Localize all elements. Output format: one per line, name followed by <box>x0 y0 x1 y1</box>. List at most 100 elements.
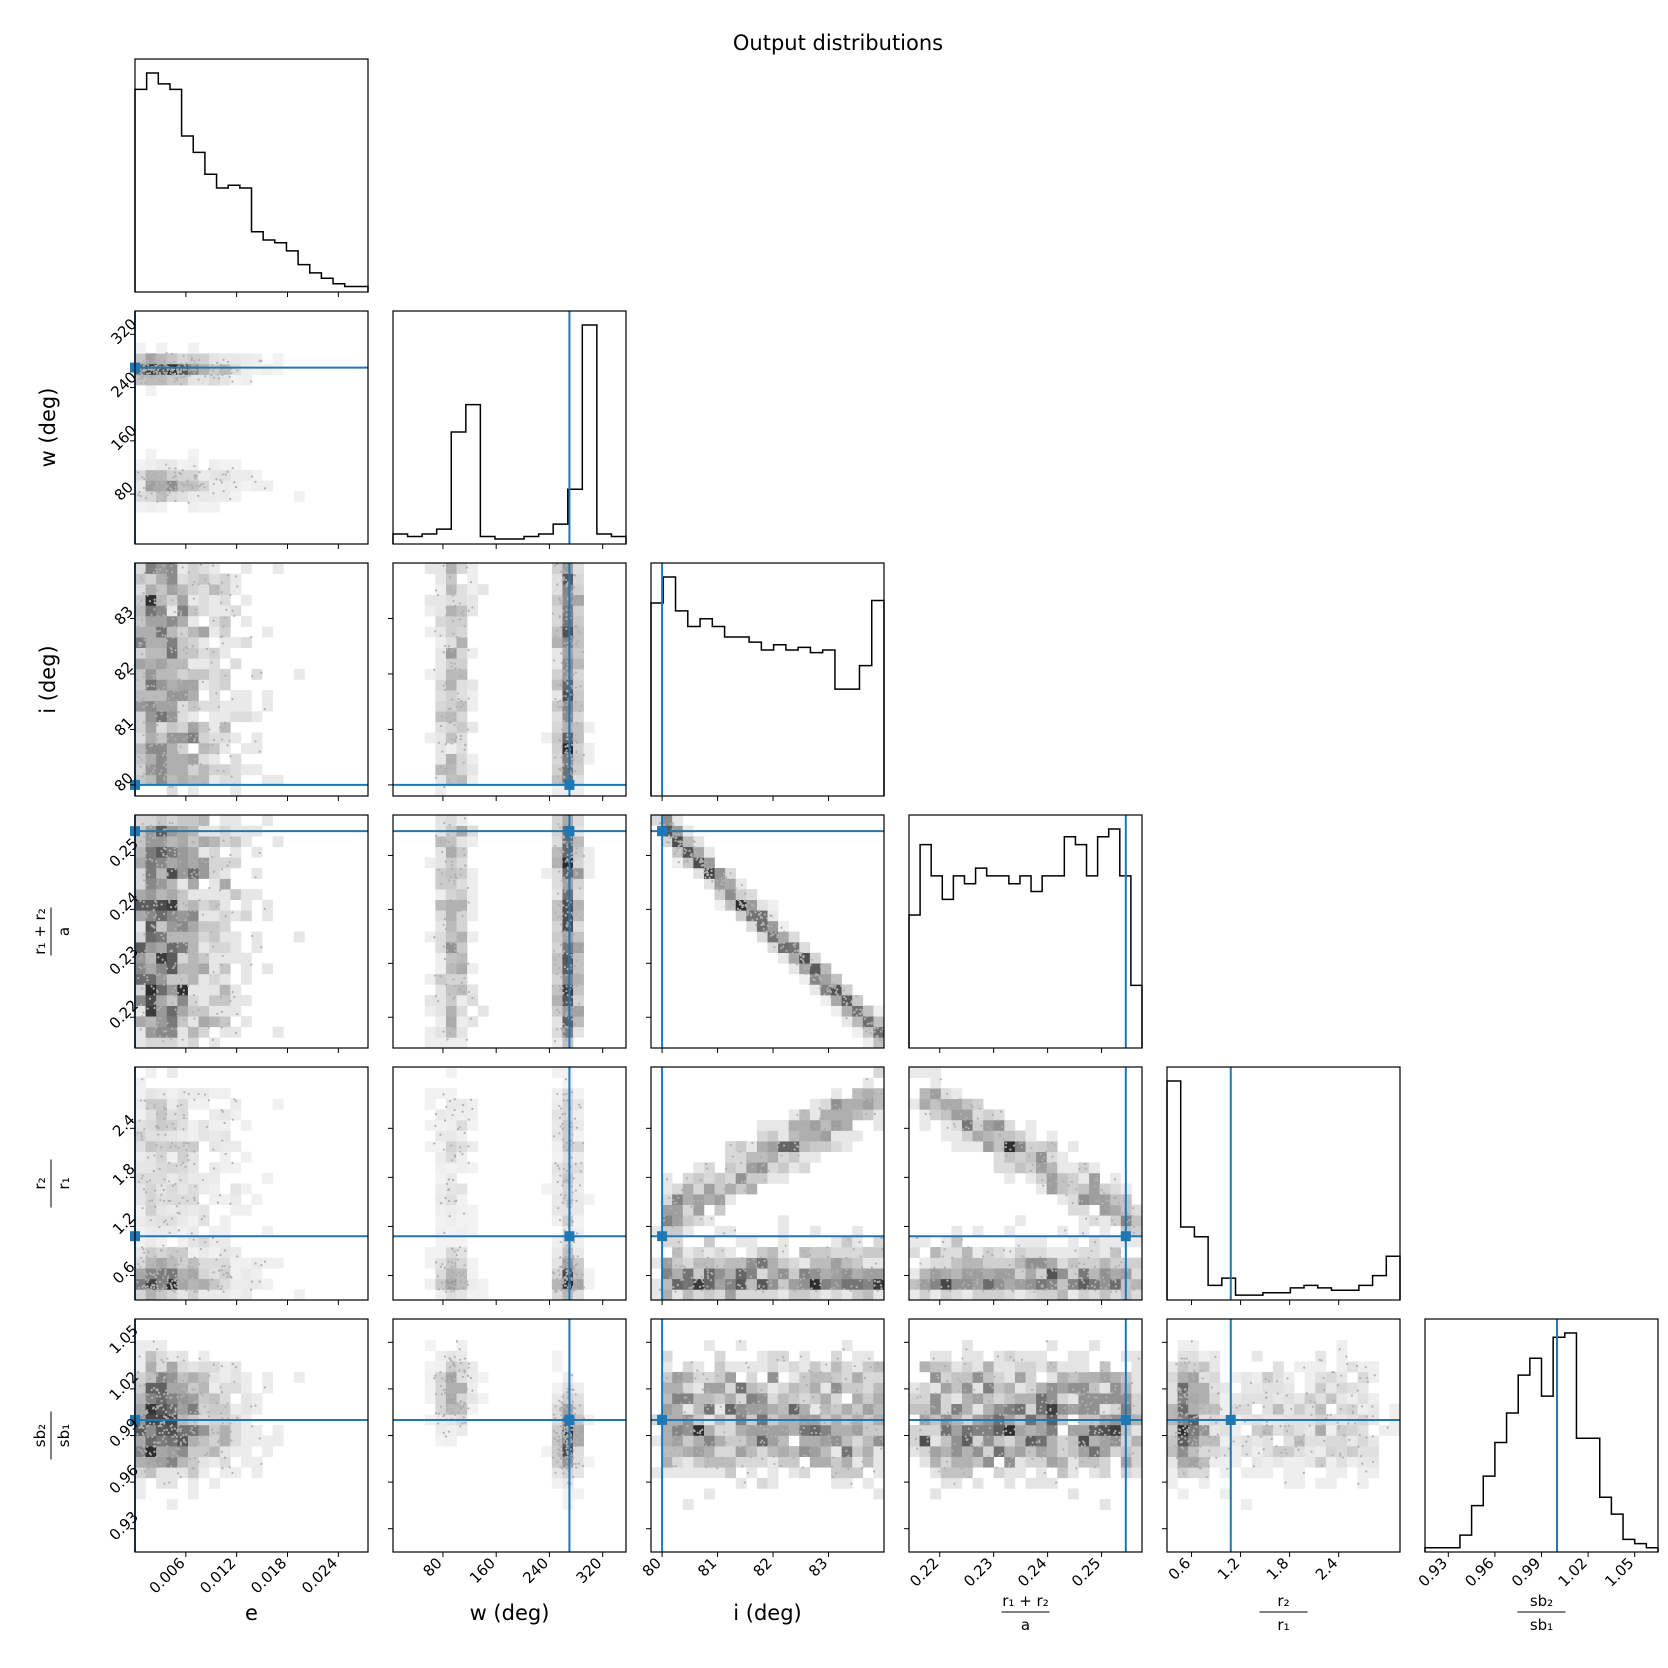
scatter-point <box>169 647 172 650</box>
density-cell <box>240 374 252 386</box>
density-cell <box>198 910 210 922</box>
scatter-point <box>154 972 157 976</box>
density-cell <box>809 1257 821 1269</box>
scatter-point <box>448 823 451 826</box>
scatter-point <box>166 576 169 579</box>
density-cell <box>209 952 221 964</box>
density-cell <box>651 1257 662 1269</box>
density-cell <box>219 721 231 733</box>
density-cell <box>198 1424 210 1436</box>
density-cell <box>272 1257 284 1269</box>
scatter-point <box>572 693 575 696</box>
scatter-point <box>204 767 207 770</box>
density-cell <box>703 1236 715 1248</box>
density-cell <box>145 1141 157 1153</box>
scatter-point <box>849 1006 852 1009</box>
scatter-point <box>137 471 140 474</box>
density-cell <box>156 1016 168 1028</box>
scatter-point <box>675 833 678 836</box>
scatter-point <box>565 974 568 977</box>
density-cell <box>551 615 563 627</box>
scatter-point <box>878 1038 881 1041</box>
density-cell <box>240 952 252 964</box>
scatter-point <box>452 1276 455 1279</box>
scatter-point <box>157 917 161 921</box>
density-cell <box>135 1183 146 1195</box>
density-cell <box>445 668 457 680</box>
density-cell <box>467 867 479 879</box>
density-cell <box>445 878 457 890</box>
density-cell <box>240 480 252 492</box>
scatter-point <box>563 836 566 839</box>
scatter-point <box>863 1269 866 1272</box>
density-cell <box>831 1236 842 1248</box>
scatter-point <box>216 1201 219 1204</box>
scatter-point <box>191 369 194 372</box>
scatter-point <box>861 1008 864 1012</box>
density-cell <box>456 1162 468 1174</box>
scatter-point <box>158 822 161 825</box>
scatter-point <box>194 758 197 761</box>
panel-frame <box>392 310 627 545</box>
scatter-point <box>1094 1185 1097 1188</box>
scatter-point <box>802 1132 805 1135</box>
scatter-point <box>145 915 148 918</box>
scatter-point <box>163 1257 166 1260</box>
density-cell <box>198 1088 210 1100</box>
density-cell <box>209 1477 221 1489</box>
scatter-point <box>943 1248 946 1251</box>
scatter-point <box>467 1145 470 1148</box>
density-cell <box>435 1119 447 1131</box>
density-cell <box>562 743 574 754</box>
density-cell <box>166 899 178 911</box>
panel-frame <box>134 310 369 545</box>
histogram-line <box>1166 1080 1401 1300</box>
scatter-point <box>442 923 445 927</box>
panel-r_sum-r_sum <box>908 814 1143 1053</box>
scatter-point <box>706 1200 709 1203</box>
density-cell <box>562 1204 574 1216</box>
scatter-point <box>962 1282 966 1285</box>
scatter-point <box>998 1133 1001 1136</box>
scatter-point <box>443 688 447 691</box>
scatter-point <box>919 1280 922 1283</box>
density-cell <box>219 857 231 869</box>
scatter-point <box>229 999 232 1003</box>
scatter-point <box>215 692 218 695</box>
scatter-point <box>802 961 805 964</box>
scatter-point <box>814 974 817 977</box>
scatter-point <box>757 1261 761 1264</box>
scatter-point <box>173 768 176 771</box>
density-cell <box>756 899 768 911</box>
density-cell <box>209 491 221 502</box>
scatter-point <box>701 1249 704 1252</box>
density-cell <box>166 815 178 826</box>
scatter-point <box>990 1139 993 1142</box>
scatter-point <box>560 1265 563 1269</box>
density-cell <box>951 1268 963 1280</box>
scatter-point <box>459 873 463 876</box>
scatter-point <box>154 754 157 757</box>
density-cell <box>135 1130 146 1142</box>
density-cell <box>788 963 800 975</box>
scatter-point <box>968 1259 971 1262</box>
scatter-point <box>569 635 573 638</box>
density-cell <box>145 1467 157 1479</box>
density-cell <box>187 774 199 786</box>
density-cell <box>551 732 563 744</box>
scatter-point <box>163 977 166 981</box>
density-cell <box>219 867 231 879</box>
scatter-point <box>163 1117 166 1120</box>
scatter-point <box>148 835 152 838</box>
density-cell <box>187 973 199 985</box>
scatter-point <box>574 1189 577 1192</box>
scatter-point <box>449 875 453 878</box>
scatter-point <box>152 571 155 574</box>
density-cell <box>661 1289 673 1301</box>
density-cell <box>435 615 447 627</box>
density-cell <box>166 1215 178 1227</box>
scatter-point <box>679 843 682 846</box>
density-cell <box>219 626 231 638</box>
scatter-point <box>965 1126 968 1129</box>
scatter-point <box>569 964 573 967</box>
